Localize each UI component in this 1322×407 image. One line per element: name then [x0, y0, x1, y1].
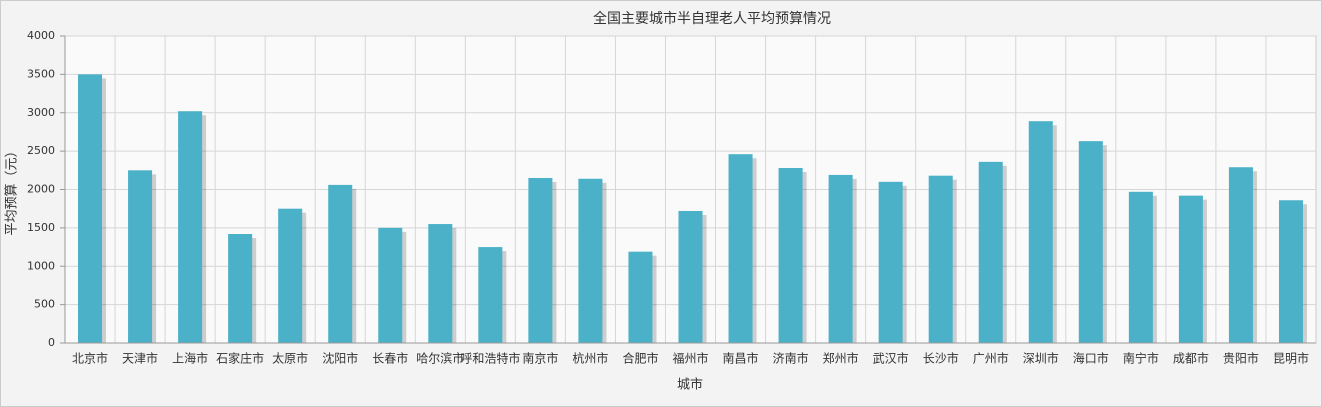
bar [1228, 167, 1253, 343]
bar [1278, 200, 1303, 343]
x-tick-label: 郑州市 [823, 351, 859, 366]
bar [828, 174, 853, 343]
bar [228, 234, 253, 343]
x-tick-label: 呼和浩特市 [460, 351, 520, 366]
x-tick-label: 杭州市 [572, 351, 608, 366]
bar [728, 154, 753, 343]
x-tick-label: 哈尔滨市 [416, 351, 464, 366]
bar [428, 224, 453, 343]
x-tick-label: 长春市 [372, 351, 408, 366]
x-tick-label: 南宁市 [1123, 351, 1159, 366]
bar [528, 177, 553, 343]
x-tick-label: 南昌市 [723, 351, 759, 366]
x-tick-label: 太原市 [272, 351, 308, 366]
x-tick-label: 合肥市 [622, 351, 658, 366]
bar [578, 178, 603, 343]
y-tick-label: 0 [48, 336, 55, 349]
y-tick-label: 2000 [27, 183, 55, 196]
y-tick-label: 1500 [27, 221, 55, 234]
y-tick-label: 3500 [27, 67, 55, 80]
x-tick-label: 长沙市 [923, 351, 959, 366]
x-tick-label: 海口市 [1073, 351, 1109, 366]
x-tick-label: 天津市 [122, 351, 158, 366]
bar [128, 170, 153, 343]
y-tick-label: 1000 [27, 259, 55, 272]
bar [778, 168, 803, 343]
x-tick-label: 沈阳市 [322, 351, 358, 366]
bar [878, 181, 903, 343]
x-tick-label: 南京市 [522, 351, 558, 366]
y-tick-label: 2500 [27, 144, 55, 157]
y-tick-label: 3000 [27, 106, 55, 119]
bar [1128, 191, 1153, 343]
chart-title: 全国主要城市半自理老人平均预算情况 [593, 10, 831, 27]
bar [328, 184, 353, 343]
bar [1028, 121, 1053, 343]
bar [78, 74, 103, 343]
bar [1178, 195, 1203, 343]
bar [278, 208, 303, 343]
x-tick-label: 深圳市 [1023, 351, 1059, 366]
x-tick-label: 济南市 [773, 351, 809, 366]
x-tick-label: 武汉市 [873, 351, 909, 366]
x-tick-label: 北京市 [72, 351, 108, 366]
bar [978, 161, 1003, 343]
x-tick-label: 上海市 [172, 351, 208, 366]
y-tick-label: 500 [34, 298, 55, 311]
x-tick-label: 福州市 [672, 351, 708, 366]
y-axis-label: 平均预算（元） [5, 144, 20, 235]
bar [628, 251, 653, 343]
bar [378, 227, 403, 343]
x-axis-label: 城市 [677, 377, 703, 393]
bar [928, 175, 953, 343]
bar [678, 210, 703, 343]
y-tick-label: 4000 [27, 29, 55, 42]
bar [1078, 141, 1103, 343]
x-tick-label: 成都市 [1173, 351, 1209, 366]
x-tick-label: 昆明市 [1273, 351, 1309, 366]
bar [178, 111, 203, 343]
x-tick-label: 贵阳市 [1223, 351, 1259, 366]
x-tick-label: 广州市 [973, 351, 1009, 366]
x-tick-label: 石家庄市 [216, 351, 264, 366]
bar [478, 247, 503, 343]
